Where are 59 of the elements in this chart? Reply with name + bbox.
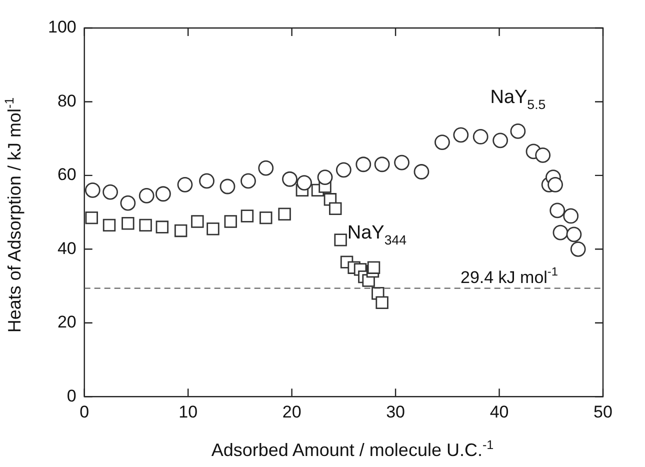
point	[85, 211, 98, 224]
point	[548, 176, 563, 192]
y-tick-label: 60	[57, 165, 76, 184]
x-axis-title: Adsorbed Amount / molecule U.C.$^{-1}$	[210, 438, 495, 461]
point	[374, 156, 390, 172]
y-tick-label: 80	[57, 91, 76, 110]
point	[102, 184, 118, 200]
x-tick-label: 10	[178, 402, 198, 422]
point	[102, 218, 116, 232]
point	[240, 210, 254, 222]
point	[570, 241, 586, 257]
point	[367, 261, 380, 274]
x-tick-label: 30	[386, 402, 406, 422]
point	[296, 175, 312, 191]
point	[376, 296, 388, 309]
x-tick-label: 40	[490, 402, 509, 422]
point	[199, 173, 214, 189]
point	[492, 132, 508, 148]
point	[336, 162, 352, 178]
point	[155, 186, 171, 202]
point	[174, 224, 188, 238]
point	[139, 218, 152, 232]
point	[224, 215, 237, 228]
point	[206, 222, 220, 236]
x-tick-label: 50	[594, 402, 612, 422]
point	[510, 124, 526, 139]
point	[191, 215, 204, 228]
point	[122, 217, 134, 230]
point	[472, 129, 488, 144]
point	[334, 234, 347, 246]
point	[394, 154, 410, 170]
point	[138, 188, 154, 204]
point	[260, 211, 272, 224]
point	[414, 164, 430, 180]
point	[434, 134, 450, 150]
point	[550, 202, 566, 218]
point	[240, 173, 256, 189]
point	[356, 156, 372, 172]
point	[220, 178, 236, 194]
y-tick-label: 40	[57, 238, 76, 258]
y-tick-label: 100	[48, 18, 76, 37]
y-tick-label: 0	[66, 386, 76, 406]
point	[177, 176, 193, 192]
point	[563, 208, 579, 224]
point	[552, 224, 568, 240]
x-tick-label: 20	[282, 402, 302, 422]
point	[84, 182, 100, 198]
y-tick-label: 20	[57, 312, 76, 332]
point	[278, 208, 291, 220]
x-tick-label: 0	[80, 402, 90, 422]
point	[282, 171, 298, 187]
point	[120, 195, 136, 211]
point	[453, 127, 469, 143]
point	[566, 226, 582, 242]
point	[156, 220, 169, 234]
point	[317, 170, 333, 185]
point	[329, 202, 342, 215]
point	[535, 147, 551, 163]
point	[258, 160, 274, 176]
